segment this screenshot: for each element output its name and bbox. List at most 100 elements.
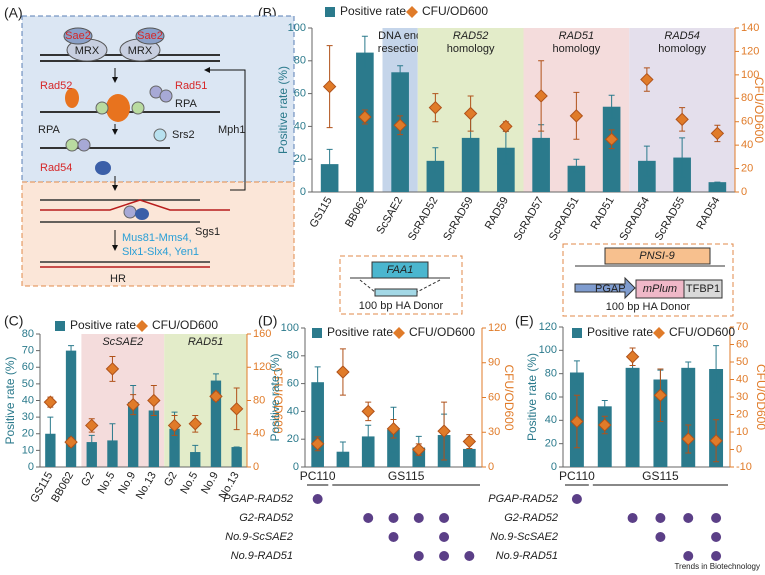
x-tick-label: G2 <box>79 470 97 489</box>
legend-label: Positive rate <box>327 325 393 339</box>
diamond <box>604 132 619 146</box>
band-label: ScSAE2 <box>102 336 143 348</box>
y-tick-label: 100 <box>281 322 299 334</box>
matrix-dot <box>363 513 374 523</box>
y2-tick-label: 70 <box>736 321 748 333</box>
matrix-dot <box>711 532 722 542</box>
error-bar <box>679 137 686 178</box>
bar <box>602 106 621 192</box>
group-label: PC110 <box>559 469 595 483</box>
matrix-dot <box>464 551 475 561</box>
y2-axis-label: CFU/OD600 <box>752 77 765 143</box>
matrix-dot <box>571 494 582 504</box>
label: Sgs1 <box>195 226 220 238</box>
x-tick-label: No.13 <box>134 470 159 501</box>
label: Mus81-Mms4, <box>122 232 192 244</box>
matrix-dot <box>312 494 323 504</box>
diamond <box>358 110 372 124</box>
legend-swatch <box>406 6 418 18</box>
matrix-dot <box>439 551 450 561</box>
legend-label: CFU/OD600 <box>669 325 735 339</box>
y-axis-label: Positive rate (%) <box>3 356 17 444</box>
bar <box>361 436 375 467</box>
band-label: RAD51 <box>559 30 594 42</box>
y-tick-label: 40 <box>545 414 557 426</box>
error-bar <box>685 361 692 375</box>
box <box>562 243 734 317</box>
diamond <box>393 118 407 132</box>
error-bar <box>109 423 116 458</box>
band-label: DNA end <box>378 30 422 42</box>
y2-tick-label: 90 <box>488 357 500 369</box>
legend-label: CFU/OD600 <box>422 4 488 18</box>
legend-swatch <box>572 328 582 338</box>
y-tick-label: 0 <box>551 461 557 473</box>
diamond <box>209 389 223 404</box>
bar <box>148 410 160 467</box>
y-tick-label: 40 <box>287 405 299 417</box>
bar <box>532 137 550 192</box>
y-tick-label: 10 <box>22 444 34 456</box>
x-tick-label: ScRAD54 <box>617 195 652 243</box>
x-tick-label: No.5 <box>178 470 200 496</box>
y-tick-label: 100 <box>539 344 557 356</box>
band-label: resection <box>378 43 423 55</box>
error-bar <box>365 424 372 449</box>
matrix-dot <box>655 532 666 542</box>
label: RPA <box>38 124 60 136</box>
error-bar <box>68 345 75 357</box>
label: FAA1 <box>387 264 414 276</box>
band-label: RAD51 <box>188 336 223 348</box>
y-tick-label: 20 <box>545 438 557 450</box>
label: Sae2 <box>65 30 91 42</box>
y2-tick-label: 40 <box>741 139 753 151</box>
legend-swatch <box>136 320 148 332</box>
y-tick-label: 0 <box>293 461 299 473</box>
inset: FAA1 100 bp HA Donor <box>339 255 463 315</box>
bar <box>461 137 480 192</box>
y-tick-label: 70 <box>22 345 34 357</box>
inset: PNSI-9 PGAP mPlum TFBP1 100 bp HA Donor <box>562 243 734 317</box>
promoter <box>574 276 636 300</box>
y-tick-label: 60 <box>545 391 557 403</box>
y2-tick-label: 100 <box>741 69 759 81</box>
box <box>339 255 463 315</box>
legend-label: Positive rate <box>70 318 136 332</box>
label: PGAP <box>595 283 626 295</box>
label: 100 bp HA Donor <box>359 300 444 312</box>
diamond <box>499 119 513 134</box>
y2-tick-label: 10 <box>736 426 748 438</box>
protein <box>65 88 79 108</box>
label: 100 bp HA Donor <box>606 301 691 313</box>
bar <box>86 442 97 467</box>
label: Sae2 <box>137 30 163 42</box>
error-bar <box>397 65 404 80</box>
bar <box>597 406 612 467</box>
y2-tick-label: 0 <box>488 461 494 473</box>
diamond <box>126 397 140 412</box>
legend-swatch <box>55 321 65 331</box>
diamond <box>675 112 689 127</box>
matrix-label: PGAP-RAD52 <box>488 493 558 505</box>
y-tick-label: 60 <box>294 88 306 100</box>
protein <box>77 138 91 152</box>
label: PNSI-9 <box>639 250 674 262</box>
y2-tick-label: 30 <box>488 426 500 438</box>
y2-tick-label: 60 <box>741 116 753 128</box>
legend-label: Positive rate <box>340 4 406 18</box>
bar <box>567 165 586 192</box>
label: Rad54 <box>40 162 72 174</box>
y2-tick-label: 60 <box>488 391 500 403</box>
legend-label: CFU/OD600 <box>409 325 475 339</box>
protein <box>95 101 109 115</box>
y2-tick-label: 0 <box>736 443 742 455</box>
y-tick-label: 80 <box>545 368 557 380</box>
terminator <box>683 279 723 299</box>
x-tick-label: G2 <box>162 470 180 489</box>
diamond <box>462 434 477 449</box>
y-tick-label: 80 <box>294 55 306 67</box>
protein <box>159 89 173 103</box>
x-tick-label: ScRAD52 <box>406 195 441 243</box>
diamond <box>681 432 695 446</box>
